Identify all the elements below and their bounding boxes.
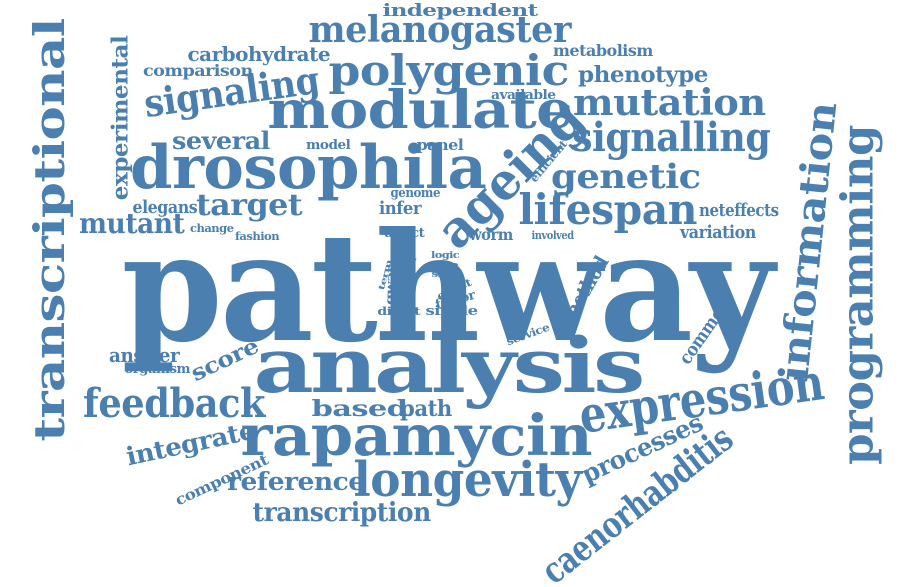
word-independent: independent <box>382 0 538 21</box>
word-transcription: transcription <box>252 498 431 528</box>
word-genetic: genetic <box>551 157 701 197</box>
word-answer: answer <box>109 343 180 367</box>
word-comparison: comparison <box>143 61 253 80</box>
word-lifespan: lifespan <box>517 185 697 234</box>
word-reference: reference <box>226 466 365 496</box>
word-neteffects: neteffects <box>698 200 779 221</box>
word-signalling: signalling <box>572 114 771 161</box>
word-mutation: mutation <box>572 82 766 124</box>
word-organism: organism <box>124 361 190 377</box>
word-rapamycin: rapamycin <box>240 403 592 469</box>
word-programming: programming <box>831 125 883 465</box>
word-affect: affect <box>383 225 424 241</box>
word-feedback: feedback <box>83 380 266 427</box>
word-transcriptional: transcriptional <box>24 18 74 442</box>
word-infer: infer <box>379 198 422 219</box>
word-logic: logic <box>430 250 460 261</box>
word-variation: variation <box>679 222 756 243</box>
word-modulate: modulate <box>267 80 573 141</box>
word-change: change <box>190 221 234 235</box>
word-genome: genome <box>389 185 440 201</box>
word-available: available <box>490 87 556 103</box>
word-elegans: elegans <box>132 197 198 218</box>
word-model: model <box>305 137 351 153</box>
word-panel: panel <box>416 135 464 154</box>
word-worm: worm <box>468 225 513 244</box>
word-target: target <box>195 188 303 223</box>
word-fashion: fashion <box>234 229 280 243</box>
word-phenotype: phenotype <box>578 62 708 88</box>
word-carbohydrate: carbohydrate <box>187 42 331 66</box>
word-longevity: longevity <box>353 452 581 508</box>
word-drosophila: drosophila <box>130 133 487 203</box>
word-involved: involved <box>531 228 574 242</box>
word-snps: snps <box>431 269 460 280</box>
word-melanogaster: melanogaster <box>308 9 571 51</box>
word-analysis: analysis <box>252 321 645 410</box>
word-core: core <box>432 260 459 271</box>
word-single: single <box>425 303 478 319</box>
word-direct: direct <box>376 304 420 318</box>
word-pathway: pathway <box>120 200 774 376</box>
word-experimental: experimental <box>106 35 133 201</box>
word-metabolism: metabolism <box>553 41 653 60</box>
word-path: path <box>399 396 452 422</box>
word-based: based <box>311 396 408 422</box>
word-several: several <box>172 126 270 155</box>
word-mutant: mutant <box>78 207 185 240</box>
word-polygenic: polygenic <box>327 46 569 95</box>
